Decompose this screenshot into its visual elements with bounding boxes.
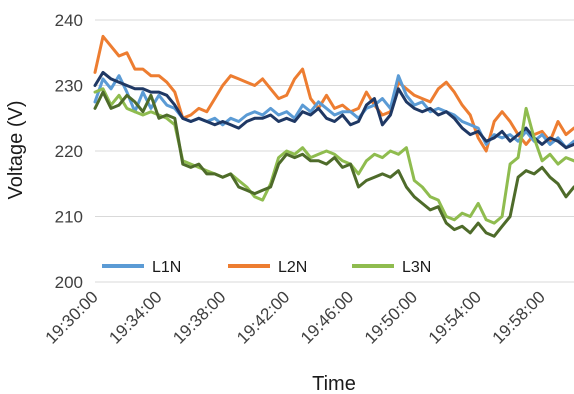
x-axis-title: Time [312,373,356,394]
x-tick-label: 19:58:00 [489,287,549,347]
series-lines [93,34,574,238]
x-tick-label: 19:50:00 [361,287,421,347]
x-tick-label: 19:38:00 [169,287,229,347]
series-line [93,70,574,150]
y-tick-labels: 200 210 220 230 240 [55,11,83,292]
series-line-l2n [93,34,574,153]
y-tick-label: 230 [55,77,83,96]
gridlines [95,19,574,283]
legend-label: L1N [152,259,181,276]
legend: L1N L2N L3N [102,259,431,276]
x-tick-label: 19:30:00 [42,287,102,347]
legend-label: L2N [278,259,307,276]
x-tick-label: 19:42:00 [233,287,293,347]
y-tick-label: 240 [55,11,83,30]
series-line-l1n [93,74,574,150]
y-axis-title: Voltage (V) [5,101,27,200]
x-tick-label: 19:46:00 [297,287,357,347]
x-tick-label: 19:54:00 [425,287,485,347]
y-tick-label: 200 [55,273,83,292]
y-tick-label: 210 [55,208,83,227]
legend-label: L3N [402,259,431,276]
x-tick-label: 19:34:00 [105,287,165,347]
series-line [93,90,574,238]
x-tick-labels: 19:30:00 19:34:00 19:38:00 19:42:00 19:46:00… [42,287,549,347]
y-tick-label: 220 [55,142,83,161]
